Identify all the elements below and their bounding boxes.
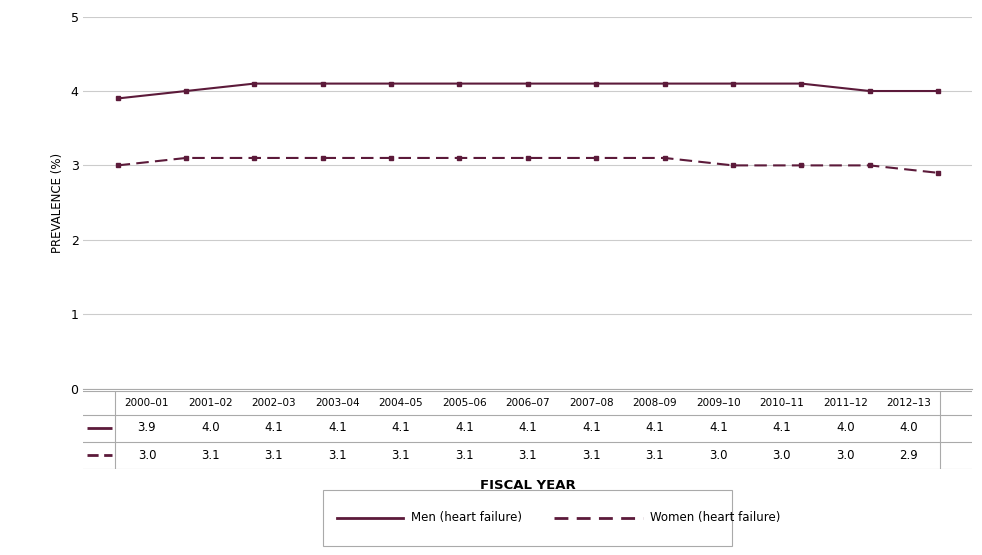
- Text: 4.1: 4.1: [582, 421, 601, 434]
- Text: 3.1: 3.1: [392, 449, 410, 462]
- Text: 4.1: 4.1: [264, 421, 283, 434]
- Text: 3.0: 3.0: [836, 449, 854, 462]
- FancyBboxPatch shape: [323, 490, 733, 546]
- Text: 2.9: 2.9: [900, 449, 918, 462]
- Text: 3.1: 3.1: [328, 449, 347, 462]
- Y-axis label: PREVALENCE (%): PREVALENCE (%): [51, 153, 64, 253]
- Text: 4.0: 4.0: [836, 421, 854, 434]
- Text: 3.1: 3.1: [201, 449, 220, 462]
- Text: 4.1: 4.1: [392, 421, 410, 434]
- Text: 2007–08: 2007–08: [569, 398, 614, 408]
- Text: 4.1: 4.1: [518, 421, 537, 434]
- Text: 3.1: 3.1: [645, 449, 664, 462]
- Text: 4.0: 4.0: [900, 421, 918, 434]
- Text: 3.0: 3.0: [709, 449, 728, 462]
- Text: 2004–05: 2004–05: [378, 398, 423, 408]
- Text: 2005–06: 2005–06: [442, 398, 487, 408]
- Text: 3.1: 3.1: [518, 449, 537, 462]
- Text: 2010–11: 2010–11: [759, 398, 804, 408]
- Text: 3.0: 3.0: [773, 449, 791, 462]
- Text: 3.1: 3.1: [455, 449, 473, 462]
- Text: FISCAL YEAR: FISCAL YEAR: [480, 479, 575, 492]
- Text: 2011–12: 2011–12: [823, 398, 868, 408]
- Text: 2012–13: 2012–13: [887, 398, 931, 408]
- Text: 3.0: 3.0: [137, 449, 156, 462]
- Text: Men (heart failure): Men (heart failure): [410, 511, 521, 524]
- Text: 2001–02: 2001–02: [189, 398, 233, 408]
- Text: 4.1: 4.1: [645, 421, 664, 434]
- Text: 3.1: 3.1: [582, 449, 601, 462]
- Text: 2008–09: 2008–09: [632, 398, 678, 408]
- Text: 3.1: 3.1: [264, 449, 283, 462]
- Text: 4.1: 4.1: [328, 421, 347, 434]
- Text: 2002–03: 2002–03: [251, 398, 297, 408]
- Text: 3.9: 3.9: [137, 421, 156, 434]
- Text: 2009–10: 2009–10: [696, 398, 740, 408]
- Text: Women (heart failure): Women (heart failure): [650, 511, 781, 524]
- Text: 4.1: 4.1: [455, 421, 473, 434]
- Text: 2006–07: 2006–07: [506, 398, 550, 408]
- Text: 4.1: 4.1: [773, 421, 791, 434]
- Text: 4.0: 4.0: [201, 421, 220, 434]
- Text: 4.1: 4.1: [709, 421, 728, 434]
- Text: 2003–04: 2003–04: [315, 398, 359, 408]
- Text: 2000–01: 2000–01: [125, 398, 169, 408]
